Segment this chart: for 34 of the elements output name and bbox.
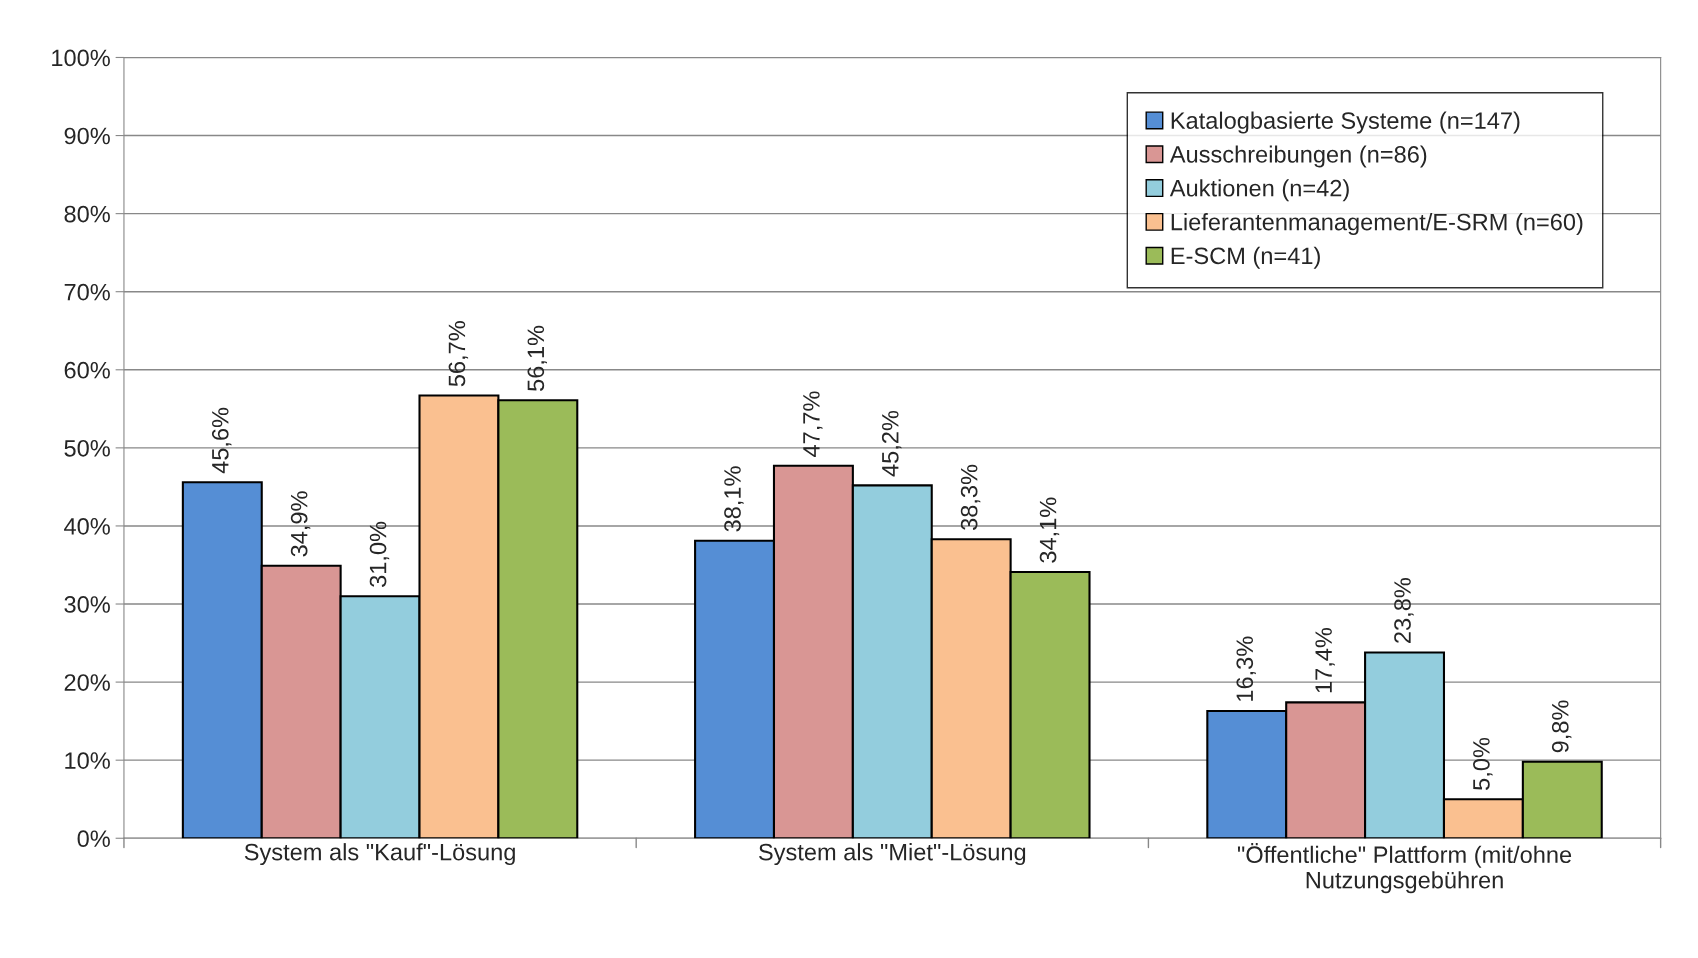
x-tick-label: System als "Miet"-Lösung [759,843,1026,866]
y-tick-label: 20% [64,674,110,691]
x-tick-label: "Öffentliche" Plattform (mit/ohne Nutzungsgebühren [1237,843,1572,894]
y-tick-label: 60% [64,361,110,379]
y-tick-label: 0% [77,830,110,848]
y-tick-label: 70% [64,283,110,301]
data-label: 34,9% [290,491,311,557]
y-tick-label: 10% [65,752,110,769]
data-label: 31,0% [369,521,390,587]
data-label: 34,1% [1039,497,1060,563]
x-tick-label: System als "Kauf"-Lösung [244,843,515,866]
data-label: 45,2% [881,410,902,477]
y-tick-label: 30% [64,596,110,613]
legend-label: Lieferantenmanagement/E-SRM (n=60) [1171,213,1583,236]
data-label: 56,1% [527,325,547,391]
data-label: 17,4% [1315,627,1335,693]
data-label: 38,3% [960,464,981,530]
data-label: 47,7% [803,391,823,457]
y-tick-label: 80% [64,205,110,223]
legend-label: E-SCM (n=41) [1171,246,1320,269]
data-label: 38,1% [724,466,744,532]
y-tick-label: 100% [52,49,110,67]
data-label: 16,3% [1236,636,1256,701]
data-label: 9,8% [1551,700,1572,753]
y-tick-label: 50% [64,439,110,457]
y-tick-label: 90% [64,127,110,145]
legend-label: Auktionen (n=42) [1169,179,1349,202]
data-label: 56,7% [448,321,469,387]
legend-label: Ausschreibungen (n=86) [1169,145,1427,168]
legend-label: Katalogbasierte Systeme (n=147) [1171,111,1520,134]
data-label: 23,8% [1394,577,1414,643]
data-label: 45,6% [211,407,232,474]
y-tick-label: 40% [64,518,110,535]
data-label: 5,0% [1473,737,1493,790]
